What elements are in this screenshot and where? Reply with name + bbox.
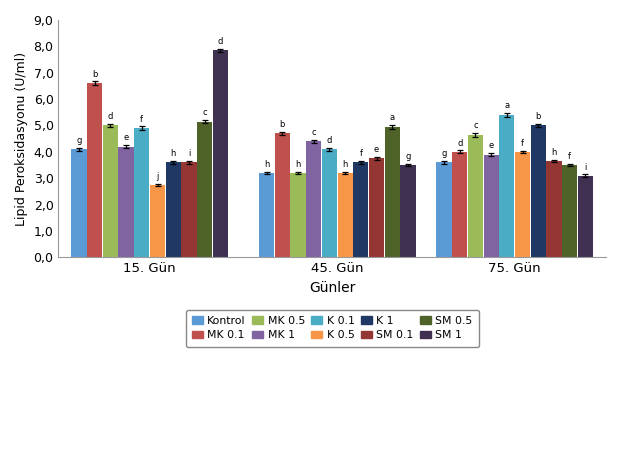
Bar: [437, 162, 451, 257]
Text: d: d: [457, 139, 463, 148]
Text: f: f: [360, 150, 363, 159]
Bar: [134, 128, 150, 257]
Text: f: f: [568, 152, 571, 161]
Text: c: c: [473, 121, 478, 130]
Text: f: f: [521, 139, 524, 148]
Bar: [71, 149, 86, 257]
Text: g: g: [76, 136, 81, 145]
Text: e: e: [489, 141, 494, 150]
Bar: [484, 154, 499, 257]
Bar: [259, 173, 274, 257]
Bar: [515, 152, 530, 257]
Bar: [531, 125, 546, 257]
Text: d: d: [107, 112, 113, 121]
Text: g: g: [406, 152, 410, 161]
Bar: [546, 161, 561, 257]
Text: h: h: [171, 150, 176, 159]
X-axis label: Günler: Günler: [309, 281, 355, 295]
Text: h: h: [264, 160, 270, 169]
Bar: [274, 133, 290, 257]
Bar: [401, 165, 415, 257]
Bar: [197, 122, 212, 257]
Bar: [578, 176, 593, 257]
Text: f: f: [140, 114, 143, 124]
Text: a: a: [504, 102, 509, 111]
Text: c: c: [202, 108, 207, 117]
Text: i: i: [584, 162, 587, 171]
Bar: [213, 50, 228, 257]
Text: h: h: [296, 160, 301, 169]
Bar: [338, 173, 353, 257]
Y-axis label: Lipid Peroksidasyonu (U/ml): Lipid Peroksidasyonu (U/ml): [15, 52, 28, 226]
Text: i: i: [188, 150, 190, 159]
Text: b: b: [536, 112, 541, 121]
Text: j: j: [156, 172, 159, 181]
Bar: [322, 149, 337, 257]
Bar: [468, 135, 483, 257]
Text: d: d: [218, 37, 223, 46]
Bar: [452, 152, 468, 257]
Text: b: b: [279, 120, 285, 129]
Text: e: e: [124, 133, 129, 142]
Text: d: d: [327, 136, 332, 145]
Bar: [291, 173, 306, 257]
Text: g: g: [442, 150, 446, 159]
Text: e: e: [374, 145, 379, 154]
Bar: [562, 165, 578, 257]
Text: h: h: [551, 148, 556, 157]
Text: a: a: [390, 113, 395, 122]
Text: h: h: [342, 160, 348, 169]
Text: b: b: [92, 69, 97, 78]
Bar: [181, 162, 197, 257]
Bar: [166, 162, 181, 257]
Bar: [150, 185, 165, 257]
Bar: [103, 125, 118, 257]
Text: c: c: [311, 128, 316, 137]
Bar: [499, 115, 514, 257]
Bar: [353, 162, 368, 257]
Bar: [119, 147, 134, 257]
Bar: [369, 159, 384, 257]
Legend: Kontrol, MK 0.1, MK 0.5, MK 1, K 0.1, K 0.5, K 1, SM 0.1, SM 0.5, SM 1: Kontrol, MK 0.1, MK 0.5, MK 1, K 0.1, K …: [186, 310, 479, 347]
Bar: [384, 127, 400, 257]
Bar: [87, 83, 102, 257]
Bar: [306, 142, 321, 257]
